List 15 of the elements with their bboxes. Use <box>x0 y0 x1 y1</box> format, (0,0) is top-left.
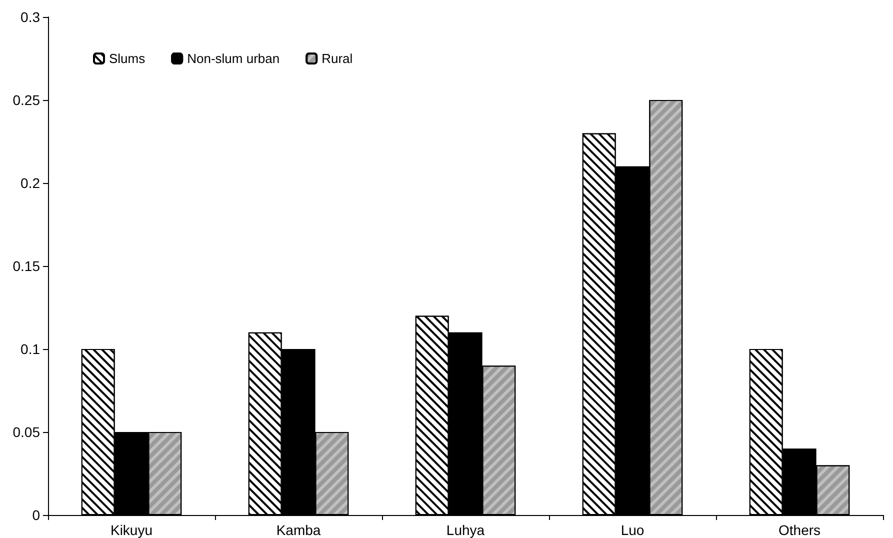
x-tick-label: Luo <box>620 522 644 538</box>
y-tick-label: 0.1 <box>20 341 40 357</box>
y-tick-label: 0.3 <box>20 9 40 25</box>
x-tick-label: Others <box>778 522 821 538</box>
y-tick-label: 0.15 <box>12 258 40 274</box>
legend-label: Rural <box>322 51 353 66</box>
x-tick-label: Kikuyu <box>110 522 153 538</box>
legend-label: Slums <box>109 51 146 66</box>
x-tick-label: Luhya <box>446 522 485 538</box>
y-tick-label: 0.25 <box>12 92 40 108</box>
legend-label: Non-slum urban <box>187 51 280 66</box>
y-tick-label: 0 <box>32 507 40 523</box>
y-tick-label: 0.05 <box>12 424 40 440</box>
x-tick-label: Kamba <box>276 522 321 538</box>
y-tick-label: 0.2 <box>20 175 40 191</box>
